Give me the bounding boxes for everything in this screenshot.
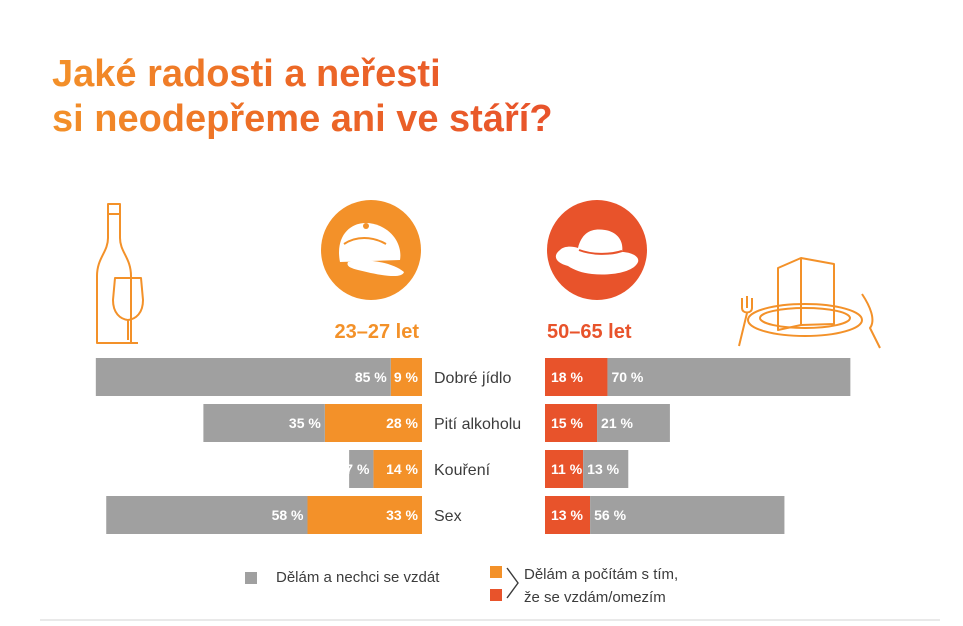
- data-label-old-give-up-3: 13 %: [551, 507, 583, 523]
- category-label-1: Pití alkoholu: [434, 416, 521, 433]
- bar-old-give-up-0: [545, 358, 608, 396]
- data-label-young-give-up-1: 28 %: [386, 415, 418, 431]
- data-label-old-keep-2: 13 %: [587, 461, 619, 477]
- bar-old-give-up-3: [545, 496, 591, 534]
- bar-young-keep-3: [106, 496, 308, 534]
- data-label-young-keep-0: 85 %: [355, 369, 387, 385]
- data-label-young-give-up-2: 14 %: [386, 461, 418, 477]
- bar-old-keep-1: [597, 404, 670, 442]
- data-label-young-give-up-0: 9 %: [394, 369, 419, 385]
- bar-young-give-up-2: [373, 450, 422, 488]
- hat-icon: [547, 200, 647, 300]
- bar-old-keep-0: [607, 358, 851, 396]
- bar-old-keep-3: [590, 496, 785, 534]
- category-label-3: Sex: [434, 508, 462, 525]
- data-label-old-keep-0: 70 %: [611, 369, 643, 385]
- plate-menu-cutlery-icon: [738, 257, 881, 349]
- data-label-young-give-up-3: 33 %: [386, 507, 418, 523]
- data-label-old-give-up-2: 11 %: [551, 461, 583, 477]
- cap-icon: [321, 200, 421, 300]
- bars-layer: 9 % 85 % 18 % 70 % Dobré jídlo 28 % 35 % 15 % 21…: [95, 358, 851, 534]
- data-label-young-keep-3: 58 %: [272, 507, 304, 523]
- data-label-old-give-up-1: 15 %: [551, 415, 583, 431]
- bottom-divider: [40, 619, 940, 621]
- bar-young-keep-1: [203, 404, 325, 442]
- bar-old-give-up-1: [545, 404, 598, 442]
- category-label-2: Kouření: [434, 462, 491, 479]
- category-label-0: Dobré jídlo: [434, 370, 511, 387]
- bar-young-keep-2: [349, 450, 374, 488]
- group-header-young: 23–27 let: [334, 321, 419, 343]
- group-header-old: 50–65 let: [547, 321, 632, 343]
- data-label-old-keep-1: 21 %: [601, 415, 633, 431]
- wine-bottle-glass-icon: [96, 203, 144, 344]
- bar-old-give-up-2: [545, 450, 584, 488]
- data-label-young-keep-2: 7 %: [345, 461, 370, 477]
- data-label-old-give-up-0: 18 %: [551, 369, 583, 385]
- bar-young-give-up-1: [324, 404, 422, 442]
- bar-young-give-up-0: [390, 358, 422, 396]
- bar-old-keep-2: [583, 450, 629, 488]
- bar-young-give-up-3: [307, 496, 422, 534]
- bar-young-keep-0: [95, 358, 391, 396]
- data-label-old-keep-3: 56 %: [594, 507, 626, 523]
- data-label-young-keep-1: 35 %: [289, 415, 321, 431]
